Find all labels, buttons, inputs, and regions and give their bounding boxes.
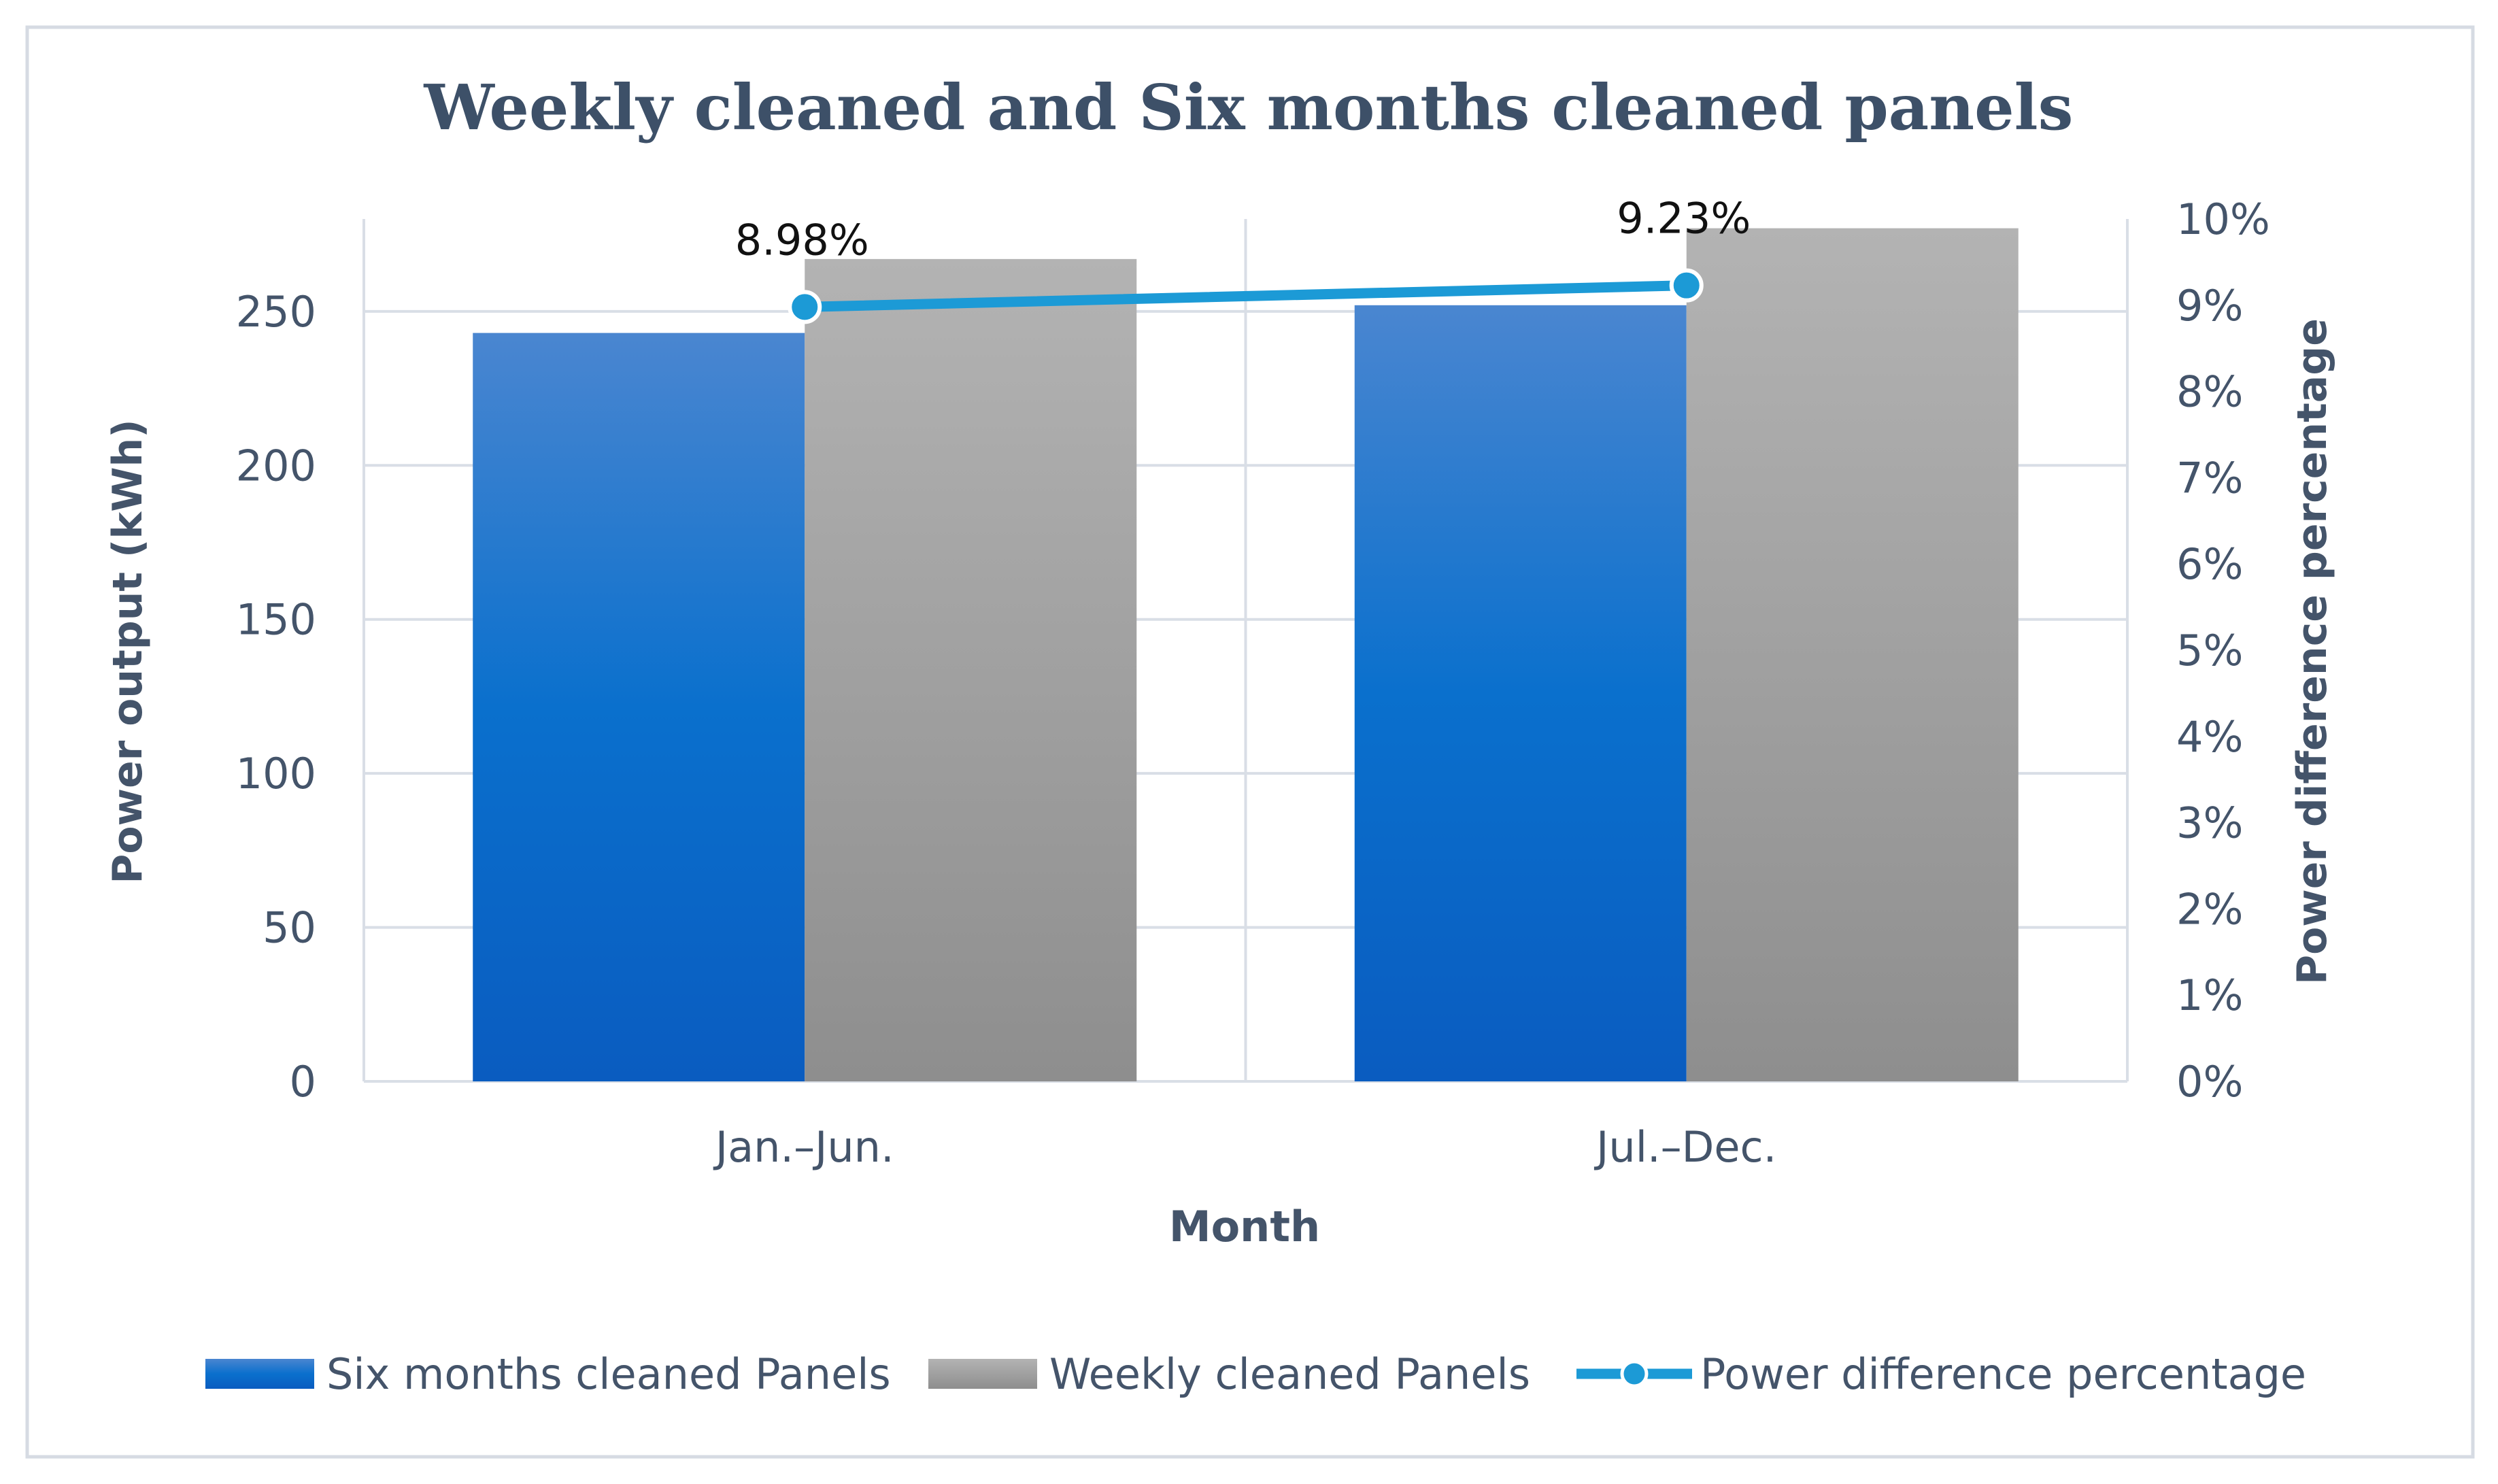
left-tick-label: 50 [263, 903, 316, 953]
legend-label-percentage: Power difference percentage [1700, 1349, 2306, 1399]
legend-label-weekly: Weekly cleaned Panels [1049, 1349, 1530, 1399]
legend-swatch-gray [928, 1359, 1037, 1389]
right-tick-label: 2% [2176, 884, 2243, 934]
right-tick-label: 8% [2176, 367, 2243, 417]
legend-swatch-marker [1620, 1360, 1649, 1388]
x-axis-label: Month [1169, 1202, 1320, 1251]
bar-six-months-0 [473, 333, 805, 1081]
right-tick-label: 6% [2176, 539, 2243, 589]
category-labels: Jan.–Jun. Jul.–Dec. [713, 1122, 1777, 1172]
percentage-line-path [799, 280, 1692, 312]
right-tick-label: 0% [2176, 1057, 2243, 1107]
right-tick-label: 7% [2176, 453, 2243, 503]
legend: Six months cleaned Panels Weekly cleaned… [205, 1349, 2306, 1399]
legend-swatch-blue [205, 1359, 314, 1389]
left-tick-label: 200 [236, 441, 316, 490]
left-tick-label: 100 [236, 749, 316, 798]
legend-item-percentage: Power difference percentage [1576, 1349, 2306, 1399]
percentage-data-label-0: 8.98% [735, 215, 869, 265]
left-tick-label: 250 [236, 287, 316, 337]
right-axis-ticks: 0% 1% 2% 3% 4% 5% 6% 7% 8% 9% 10% [2176, 195, 2270, 1107]
category-label-0: Jan.–Jun. [713, 1122, 894, 1172]
chart-title: Weekly cleaned and Six months cleaned pa… [424, 71, 2074, 144]
legend-item-weekly: Weekly cleaned Panels [928, 1349, 1530, 1399]
left-tick-label: 150 [236, 595, 316, 645]
chart-frame [25, 25, 2475, 1459]
bar-six-months-1 [1354, 305, 1687, 1081]
left-axis-ticks: 0 50 100 150 200 250 [236, 287, 316, 1107]
right-tick-label: 5% [2176, 626, 2243, 675]
y-axis-label: Power output (kWh) [104, 419, 152, 883]
bar-weekly-1 [1686, 228, 2019, 1082]
bar-weekly-0 [805, 258, 1137, 1081]
bars [473, 228, 2019, 1082]
right-tick-label: 1% [2176, 971, 2243, 1020]
right-tick-label: 3% [2176, 798, 2243, 848]
right-tick-label: 4% [2176, 712, 2243, 762]
legend-item-six-months: Six months cleaned Panels [205, 1349, 891, 1399]
right-tick-label: 10% [2176, 195, 2270, 244]
y2-axis-label: Power difference percentage [2289, 318, 2336, 985]
percentage-point-1 [1669, 268, 1704, 303]
percentage-line: 8.98% 9.23% [735, 194, 1751, 324]
percentage-point-0 [788, 290, 822, 324]
category-label-1: Jul.–Dec. [1593, 1122, 1776, 1172]
right-tick-label: 9% [2176, 281, 2243, 331]
left-tick-label: 0 [290, 1057, 316, 1107]
legend-label-six-months: Six months cleaned Panels [326, 1349, 891, 1399]
percentage-data-label-1: 9.23% [1617, 194, 1751, 243]
